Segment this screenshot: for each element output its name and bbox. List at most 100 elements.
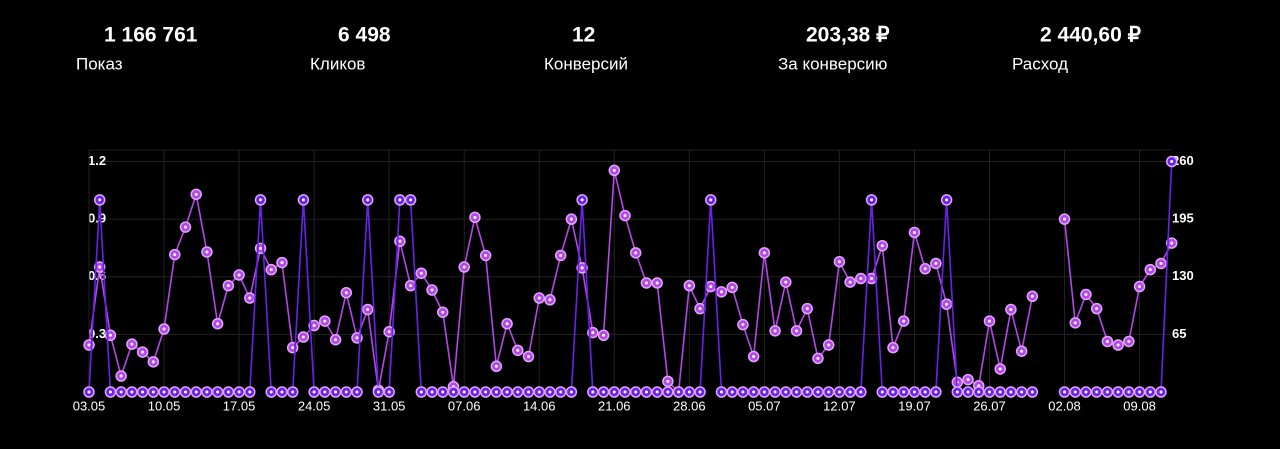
point-center [1148,390,1152,394]
point-center [119,374,123,378]
point-center [859,390,863,394]
kpi-label: Конверсий [544,54,628,73]
point-center [1105,390,1109,394]
point-center [1105,339,1109,343]
point-center [162,327,166,331]
point-center [634,251,638,255]
point-center [1073,390,1077,394]
point-center [162,390,166,394]
point-center [1084,390,1088,394]
point-center [848,390,852,394]
point-center [837,390,841,394]
point-center [537,390,541,394]
point-center [280,261,284,265]
x-tick-label: 28.06 [673,398,706,413]
point-center [173,253,177,257]
point-center [859,277,863,281]
point-center [194,192,198,196]
point-center [291,390,295,394]
point-center [1148,268,1152,272]
point-center [762,390,766,394]
point-center [602,333,606,337]
point-center [666,379,670,383]
x-tick-label: 21.06 [598,398,631,413]
kpi-value: 1 166 761 [104,24,198,47]
point-center [355,336,359,340]
y2-tick-label: 260 [1172,153,1194,168]
point-center [537,296,541,300]
point-center [451,390,455,394]
point-center [237,273,241,277]
series-line [1063,219,1173,346]
x-tick-label: 31.05 [373,398,406,413]
point-center [216,390,220,394]
point-center [398,239,402,243]
point-center [709,198,713,202]
point-center [183,390,187,394]
point-center [151,360,155,364]
point-center [87,343,91,347]
point-center [216,322,220,326]
point-center [334,338,338,342]
kpi-label: Кликов [310,54,365,73]
point-center [1020,349,1024,353]
point-center [623,390,627,394]
point-center [398,198,402,202]
point-center [1159,390,1163,394]
point-center [194,390,198,394]
point-center [644,390,648,394]
point-center [248,296,252,300]
point-center [98,198,102,202]
point-center [698,390,702,394]
point-center [591,331,595,335]
point-center [323,319,327,323]
x-tick-label: 09.08 [1123,398,1156,413]
point-center [666,390,670,394]
point-center [762,251,766,255]
point-center [580,266,584,270]
point-center [752,355,756,359]
point-center [912,230,916,234]
point-center [719,390,723,394]
point-center [312,390,316,394]
point-center [366,198,370,202]
point-center [827,343,831,347]
x-tick-label: 26.07 [973,398,1006,413]
point-center [934,261,938,265]
point-center [559,390,563,394]
point-center [677,390,681,394]
point-center [141,390,145,394]
point-center [741,390,745,394]
point-center [709,285,713,289]
point-center [409,198,413,202]
point-center [344,390,348,394]
point-center [902,390,906,394]
point-center [805,390,809,394]
point-center [698,307,702,311]
point-center [430,288,434,292]
point-center [301,198,305,202]
point-center [516,390,520,394]
kpi-value: 6 498 [338,24,391,47]
point-center [730,285,734,289]
y-tick-label: 0.9 [88,211,106,226]
point-center [1030,390,1034,394]
point-center [870,198,874,202]
point-center [1073,321,1077,325]
point-center [1009,390,1013,394]
point-center [870,277,874,281]
point-center [559,253,563,257]
point-center [977,390,981,394]
point-center [1020,390,1024,394]
point-center [280,390,284,394]
point-center [505,390,509,394]
point-center [494,364,498,368]
point-center [419,271,423,275]
point-center [741,323,745,327]
point-center [98,265,102,269]
point-center [848,280,852,284]
point-center [655,281,659,285]
point-center [87,390,91,394]
point-center [527,355,531,359]
point-center [516,348,520,352]
